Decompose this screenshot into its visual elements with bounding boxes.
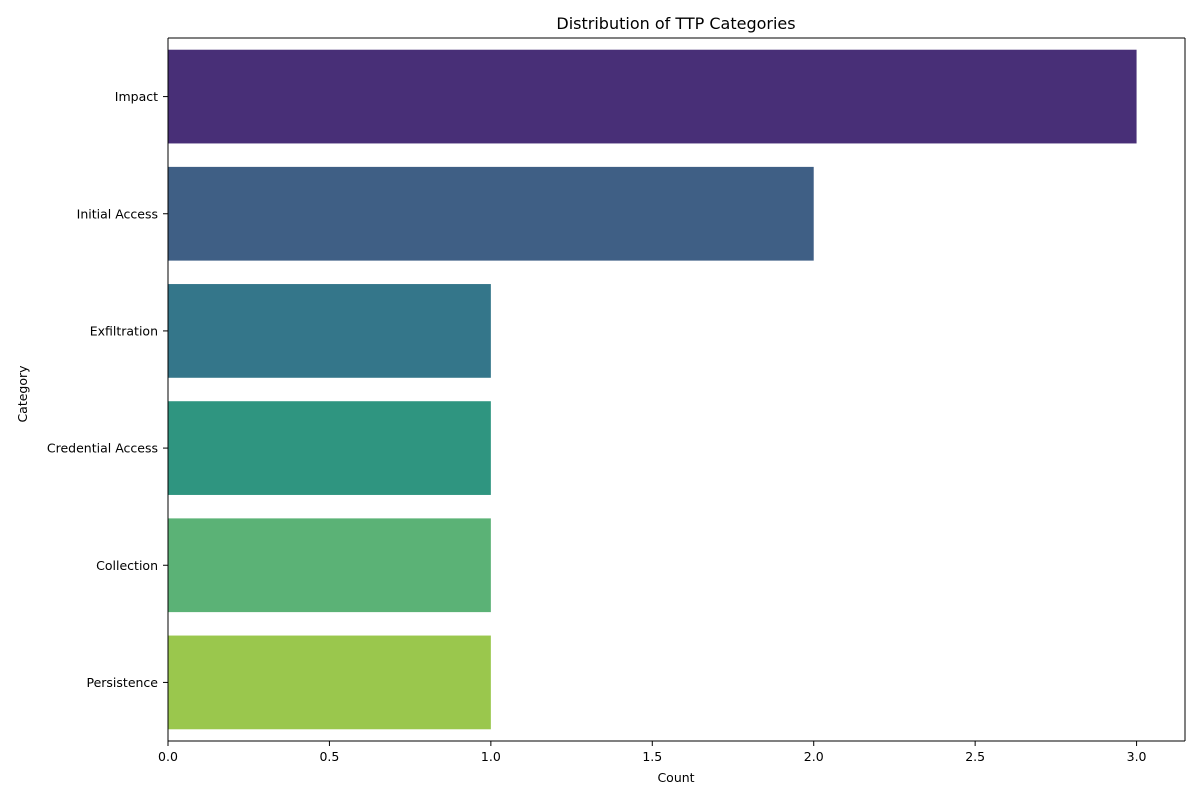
y-tick-label: Exfiltration [90, 323, 158, 338]
chart-title: Distribution of TTP Categories [556, 14, 795, 33]
x-tick-label: 0.5 [319, 749, 339, 764]
bar [168, 284, 491, 378]
x-axis-label: Count [657, 770, 694, 785]
y-tick-label: Persistence [87, 675, 159, 690]
bars-group [168, 49, 1137, 730]
x-tick-label: 2.0 [804, 749, 824, 764]
x-tick-label: 1.5 [642, 749, 662, 764]
bar [168, 166, 814, 261]
y-axis-label: Category [15, 365, 30, 423]
x-axis-ticks: 0.0 0.5 1.0 1.5 2.0 2.5 3.0 [158, 741, 1147, 764]
y-tick-label: Collection [96, 558, 158, 573]
axes-spines [167, 37, 1186, 742]
x-tick-label: 3.0 [1127, 749, 1147, 764]
y-tick-label: Initial Access [77, 206, 158, 221]
y-tick-label: Impact [115, 89, 158, 104]
x-tick-label: 2.5 [965, 749, 985, 764]
x-tick-label: 1.0 [481, 749, 501, 764]
bar [168, 635, 491, 730]
y-tick-label: Credential Access [47, 441, 158, 456]
bar [168, 49, 1137, 144]
x-tick-label: 0.0 [158, 749, 178, 764]
bar [168, 518, 491, 613]
bar [168, 401, 491, 495]
y-axis-ticks: Impact Initial Access Exfiltration Credenti… [47, 89, 168, 690]
